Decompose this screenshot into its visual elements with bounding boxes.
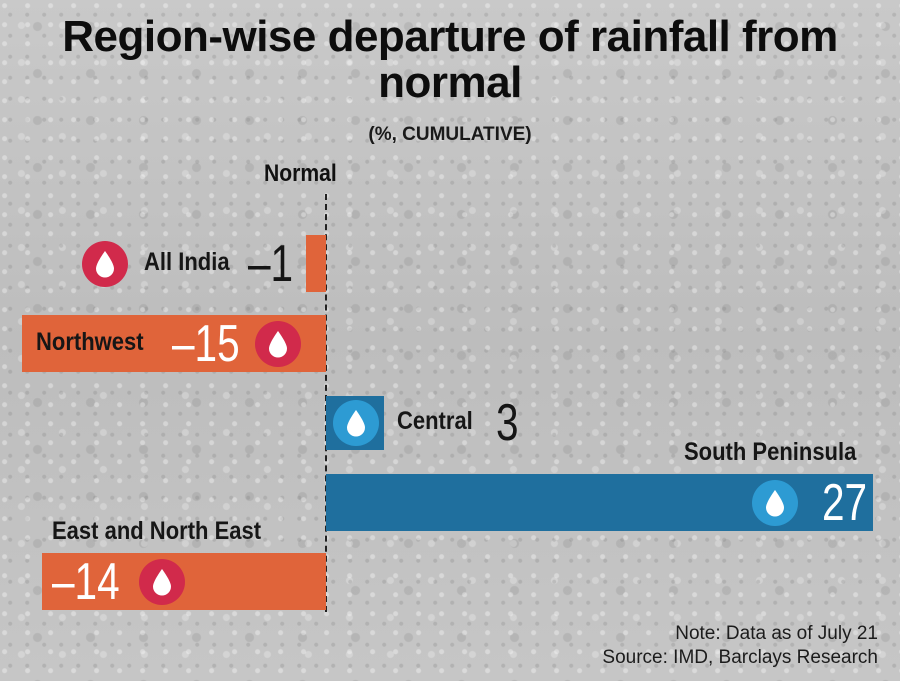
category-label: Northwest: [36, 327, 144, 356]
data-label: –15: [172, 314, 240, 373]
water-drop-icon: [255, 320, 301, 367]
category-label: East and North East: [52, 517, 262, 545]
footer-note: Note: Data as of July 21 Source: IMD, Ba…: [602, 622, 878, 670]
note-text: Note: Data as of July 21: [675, 623, 878, 644]
water-drop-icon: [333, 400, 379, 446]
category-label: Central: [397, 407, 473, 435]
bar-all-india: [305, 235, 326, 292]
data-label: –1: [248, 234, 294, 293]
normal-axis-label: Normal: [264, 160, 337, 187]
chart-subtitle: (%, CUMULATIVE): [368, 124, 532, 145]
data-label: 27: [822, 473, 868, 532]
data-label: –14: [52, 552, 120, 611]
category-label: South Peninsula: [684, 438, 857, 466]
water-drop-icon: [82, 240, 128, 287]
water-drop-icon: [752, 479, 798, 526]
source-text: Source: IMD, Barclays Research: [602, 647, 878, 668]
data-label: 3: [496, 394, 519, 452]
water-drop-icon: [139, 558, 185, 605]
category-label: All India: [144, 247, 230, 276]
chart-title: Region-wise departure of rainfall from n…: [62, 12, 838, 107]
